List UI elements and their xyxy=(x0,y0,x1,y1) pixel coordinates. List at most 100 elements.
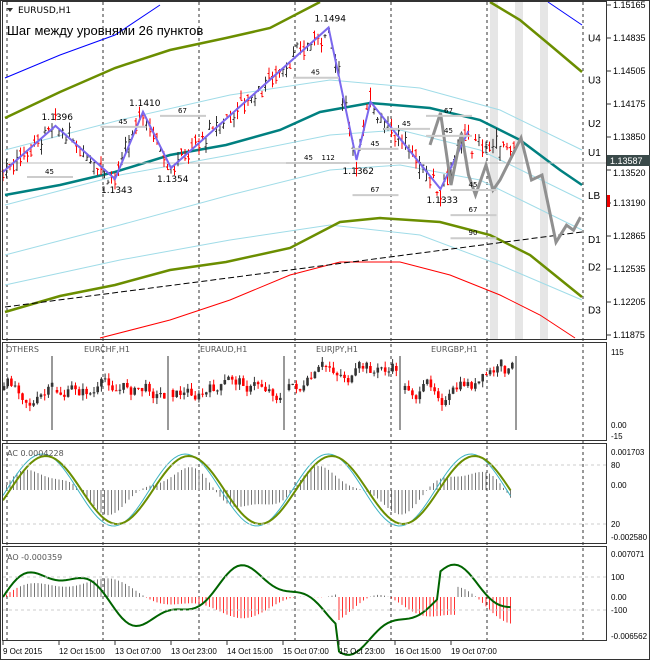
zigzag-price-label: 1.1494 xyxy=(315,15,347,25)
time-label: 14 Oct 15:00 xyxy=(227,647,273,656)
time-label: 12 Oct 15:00 xyxy=(59,647,105,656)
fib-label: 67 xyxy=(444,107,453,115)
fib-label: 45 xyxy=(311,69,320,77)
candle-body xyxy=(234,379,238,385)
ask-marker xyxy=(607,195,610,207)
fib-label: 45 xyxy=(45,168,54,176)
candle-body xyxy=(369,366,372,373)
time-label: 13 Oct 07:00 xyxy=(115,647,161,656)
price-tick-label: 1.15165 xyxy=(613,0,646,10)
candle-body xyxy=(317,366,320,372)
candle-body xyxy=(346,378,350,383)
candle-body xyxy=(459,381,462,390)
candle-body xyxy=(291,383,294,385)
candle-body xyxy=(395,366,398,371)
price-tick-label: 1.12535 xyxy=(613,264,646,274)
candle-body xyxy=(208,384,212,393)
candle-body xyxy=(212,384,215,391)
price-tick-label: 1.14505 xyxy=(613,66,646,76)
zigzag-price-label: 1.1333 xyxy=(427,196,459,206)
symbol-title: EURUSD,H1 xyxy=(18,6,71,16)
candle-body xyxy=(36,396,39,404)
upper-olive-band xyxy=(489,0,583,73)
candle-body xyxy=(201,393,204,395)
candle-body xyxy=(507,368,510,374)
candle-body xyxy=(309,377,313,379)
level-label-d2: D2 xyxy=(588,262,601,273)
candle-body xyxy=(383,367,387,372)
price-tick-label: 1.12865 xyxy=(613,231,646,241)
scale-label: 0.00 xyxy=(611,421,627,430)
candle-body xyxy=(96,386,99,393)
current-price: 1.13587 xyxy=(610,156,643,166)
lower-red-band xyxy=(99,261,576,339)
fib-label: 67 xyxy=(469,206,478,214)
candle-body xyxy=(107,378,111,386)
candle-body xyxy=(175,390,178,397)
candle-body xyxy=(13,385,17,387)
candle-body xyxy=(77,389,81,396)
panel-title-euraud: EURAUD,H1 xyxy=(200,345,247,354)
candle-body xyxy=(148,383,151,392)
candle-body xyxy=(256,382,260,385)
candle-body xyxy=(186,388,190,393)
candle-body xyxy=(387,371,391,373)
candle-body xyxy=(477,381,481,384)
time-label: 19 Oct 07:00 xyxy=(451,647,497,656)
candle-body xyxy=(462,381,466,386)
candle-body xyxy=(92,392,96,394)
candle-body xyxy=(89,393,92,395)
candle-body xyxy=(481,374,484,382)
zigzag-price-label: 1.1396 xyxy=(42,113,74,123)
fib-label: 45 xyxy=(371,140,380,148)
candle-body xyxy=(361,366,365,369)
candle-body xyxy=(287,384,291,390)
main-chart-panel[interactable]: 1.1396 1.1343 1.1410 1.1354 1.1494 1.1362 1.13… xyxy=(1,0,607,339)
candle-body xyxy=(358,362,361,369)
candle-body xyxy=(332,367,335,373)
symbols-panel[interactable] xyxy=(2,356,517,430)
candle-body xyxy=(407,385,410,391)
candle-body xyxy=(339,374,343,376)
candle-body xyxy=(171,390,175,397)
candle-body xyxy=(190,388,193,396)
candle-body xyxy=(111,385,114,391)
candle-body xyxy=(264,386,267,392)
fib-label: 45 xyxy=(444,127,453,135)
candle-body xyxy=(380,367,383,369)
candle-body xyxy=(275,395,278,401)
candle-body xyxy=(163,392,166,399)
price-axis: 1.15165 1.14835 1.14505 1.14175 1.13850 1.135… xyxy=(3,0,648,641)
candle-body xyxy=(414,395,418,400)
candle-body xyxy=(151,391,155,399)
dropdown-triangle-icon[interactable] xyxy=(7,8,13,12)
zigzag-price-label: 1.1362 xyxy=(343,167,375,177)
shaded-columns xyxy=(490,0,548,340)
ac-signal-line xyxy=(2,453,511,527)
scale-label: -0.002580 xyxy=(611,533,648,542)
candle-body xyxy=(302,385,306,391)
candle-body xyxy=(295,383,298,390)
candle-body xyxy=(485,374,488,376)
ao-title: AO -0.000359 xyxy=(7,553,62,562)
candle-body xyxy=(335,372,339,376)
candle-body xyxy=(253,382,256,386)
candle-body xyxy=(306,377,309,386)
candle-body xyxy=(43,394,46,396)
title-group: EURUSD,H1 Шаг между уровнями 26 пунктов xyxy=(7,6,203,38)
candle-body xyxy=(466,382,470,386)
candle-body xyxy=(440,398,444,405)
candle-body xyxy=(24,399,28,403)
candle-body xyxy=(21,393,24,400)
price-tick-label: 1.13520 xyxy=(613,168,646,178)
candle-body xyxy=(63,394,66,397)
candle-body xyxy=(321,361,324,367)
candle-body xyxy=(328,366,331,368)
trend-line xyxy=(4,231,583,308)
candle-body xyxy=(219,384,223,391)
panel-title-eurgbp: EURGBP,H1 xyxy=(431,345,478,354)
candle-body xyxy=(488,370,492,375)
price-tick-label: 1.12205 xyxy=(613,297,646,307)
